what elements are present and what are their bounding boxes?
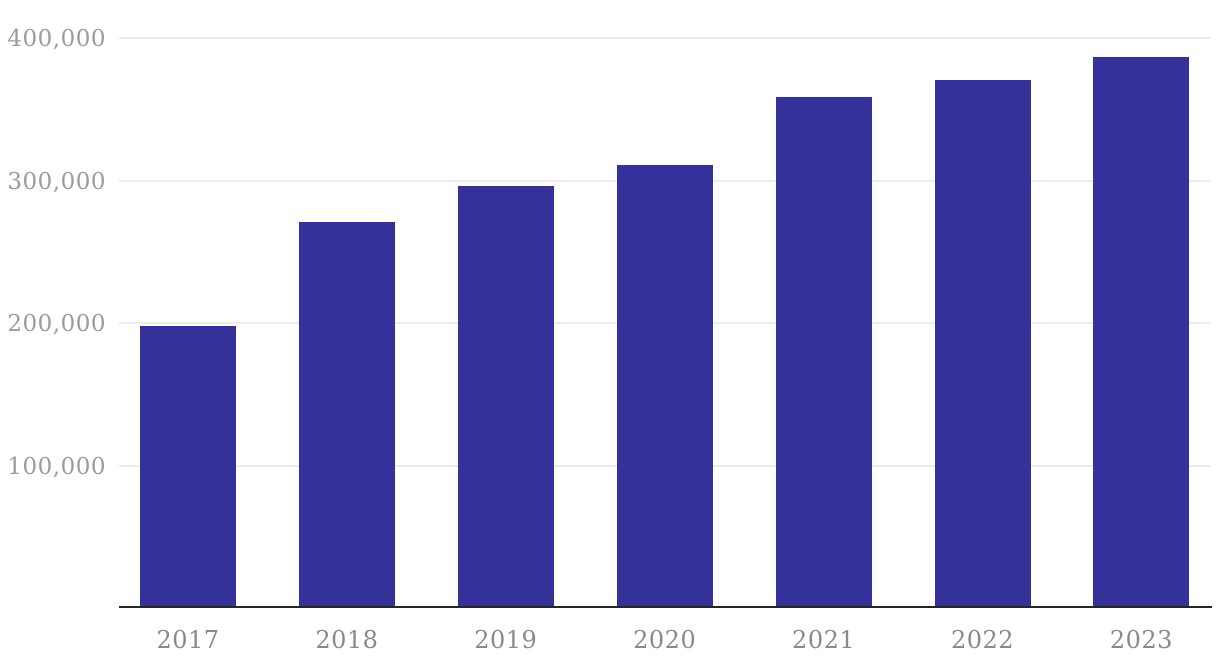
bar-2021	[775, 96, 872, 608]
bar-2017	[140, 326, 236, 608]
y-axis-label: 100,000	[7, 453, 106, 480]
y-axis-label: 200,000	[7, 311, 106, 338]
y-axis-label: 300,000	[7, 168, 106, 195]
x-axis-label-2021: 2021	[792, 626, 856, 654]
x-axis-label-2022: 2022	[950, 626, 1015, 654]
y-axis-label: 400,000	[7, 26, 106, 53]
bar-2019	[457, 186, 554, 608]
x-axis-label-2023: 2023	[1109, 626, 1173, 654]
gridline-400,000	[119, 37, 1210, 40]
x-axis-label-2019: 2019	[474, 626, 538, 654]
bar-2023	[1093, 56, 1190, 608]
bar-2020	[616, 165, 713, 608]
x-axis-label-2020: 2020	[633, 626, 697, 654]
x-axis-label-2018: 2018	[315, 626, 379, 654]
bar-2018	[298, 222, 395, 608]
x-axis-line	[119, 606, 1212, 608]
bar-2022	[934, 79, 1031, 608]
x-axis-label-2017: 2017	[156, 626, 220, 654]
